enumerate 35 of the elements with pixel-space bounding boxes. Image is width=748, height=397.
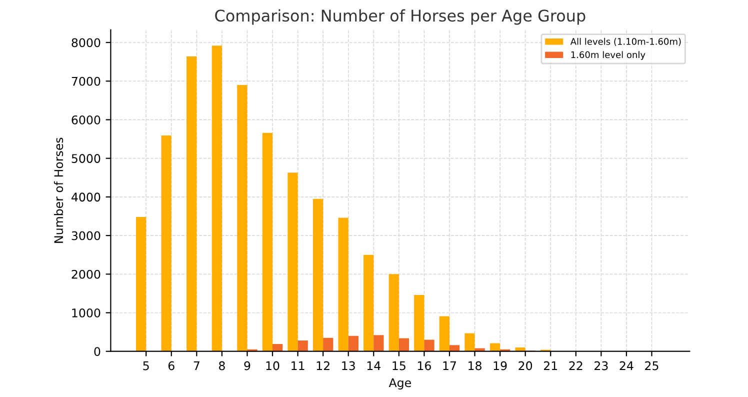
legend-label: 1.60m level only <box>571 51 646 60</box>
x-tick-label: 12 <box>316 361 330 370</box>
chart-title: Comparison: Number of Horses per Age Group <box>215 9 586 25</box>
y-tick-label: 2000 <box>72 270 100 279</box>
y-tick-label: 4000 <box>72 192 100 202</box>
x-tick-label: 7 <box>194 361 200 370</box>
x-tick-label: 22 <box>569 361 582 370</box>
x-tick-label: 24 <box>620 361 634 370</box>
x-tick-label: 13 <box>342 361 355 370</box>
x-tick-label: 8 <box>218 361 225 370</box>
x-tick-label: 14 <box>367 361 380 370</box>
x-tick-label: 17 <box>443 361 456 370</box>
x-tick-label: 23 <box>594 361 608 370</box>
x-tick-label: 5 <box>143 361 149 370</box>
x-tick-label: 18 <box>468 361 482 370</box>
x-axis-title: Age <box>388 378 411 390</box>
x-tick-label: 19 <box>494 361 507 370</box>
y-axis-title: Number of Horses <box>54 138 64 243</box>
x-tick-label: 20 <box>518 361 532 370</box>
x-tick-label: 6 <box>168 361 174 370</box>
x-tick-label: 11 <box>292 361 304 370</box>
y-tick-label: 8000 <box>72 38 100 48</box>
y-tick-label: 3000 <box>72 231 100 240</box>
x-tick-label: 9 <box>244 361 250 370</box>
x-tick-label: 21 <box>544 361 558 370</box>
x-tick-label: 16 <box>418 361 431 370</box>
y-tick-label: 0 <box>94 347 100 356</box>
y-tick-label: 5000 <box>72 154 100 163</box>
x-tick-label: 15 <box>392 361 406 370</box>
y-tick-label: 1000 <box>72 308 100 318</box>
x-tick-label: 10 <box>266 361 280 370</box>
y-tick-label: 6000 <box>72 115 100 124</box>
legend-label: All levels (1.10m-1.60m) <box>570 38 681 46</box>
y-tick-label: 7000 <box>72 76 100 86</box>
x-tick-label: 25 <box>645 361 658 370</box>
